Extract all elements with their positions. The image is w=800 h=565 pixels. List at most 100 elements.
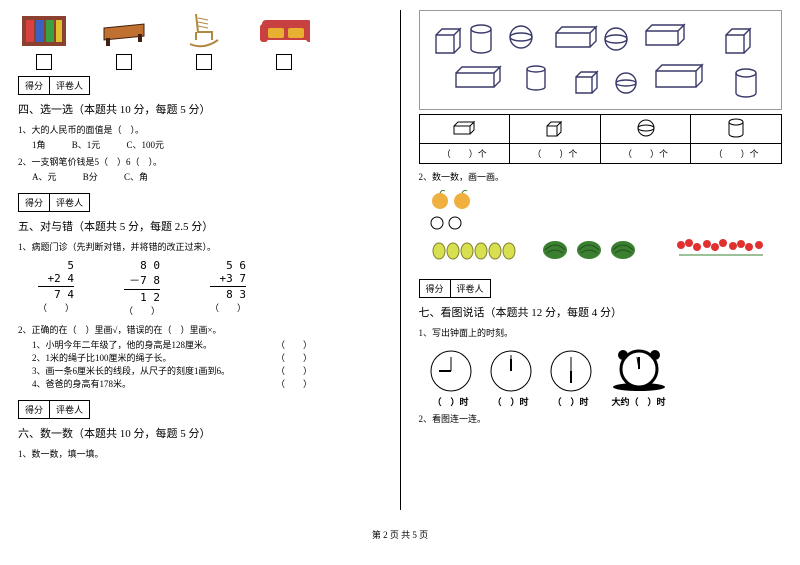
circle-row — [429, 215, 783, 231]
grader-label: 评卷人 — [50, 77, 89, 94]
addend: 5 — [38, 259, 74, 272]
melons-icon — [541, 235, 651, 261]
section-5-title: 五、对与错（本题共 5 分，每题 2.5 分） — [18, 218, 382, 234]
score-box: 得分 评卷人 — [18, 76, 90, 95]
apple-row — [429, 187, 783, 211]
clock-blank[interactable]: （ ）时 — [492, 397, 528, 407]
q4-2-opts: A、元 B分 C、角 — [32, 170, 382, 183]
clock-blank[interactable]: （ ）时 — [552, 397, 588, 407]
clock-1: （ ）时 — [429, 349, 473, 408]
q4-1-opts: 1角 B、1元 C、100元 — [32, 138, 382, 151]
checkbox[interactable] — [116, 54, 132, 70]
bench-icon — [98, 10, 150, 50]
grader-label: 评卷人 — [451, 280, 490, 297]
result: 7 4 — [38, 288, 74, 301]
score-box: 得分 评卷人 — [419, 279, 491, 298]
section-4-title: 四、选一选（本题共 10 分，每题 5 分） — [18, 101, 382, 117]
score-label: 得分 — [420, 280, 451, 297]
q7-2: 2、看图连一连。 — [419, 412, 783, 425]
opt: B、1元 — [72, 140, 101, 150]
vertical-problems: 5 +2 4 7 4 （ ） 8 0 －7 8 1 2 （ ） 5 6 +3 7… — [38, 259, 382, 317]
grader-label: 评卷人 — [50, 401, 89, 418]
clock-icon — [549, 349, 593, 393]
circle-icon — [429, 215, 469, 231]
paren-blank[interactable]: （ ） — [38, 301, 74, 314]
checkbox[interactable] — [36, 54, 52, 70]
opt: C、100元 — [127, 140, 165, 150]
q4-1: 1、大的人民币的面值是（ ）。 — [18, 123, 382, 136]
q5-2: 2、正确的在（ ）里画√，错误的在（ ）里画×。 — [18, 323, 382, 336]
flowers-icon — [673, 235, 773, 261]
checkbox[interactable] — [196, 54, 212, 70]
score-label: 得分 — [19, 194, 50, 211]
score-box: 得分 评卷人 — [18, 400, 90, 419]
blank[interactable]: （ ） — [276, 377, 312, 390]
result: 1 2 — [124, 291, 160, 304]
bookshelf-icon — [18, 10, 70, 50]
score-box: 得分 评卷人 — [18, 193, 90, 212]
blank[interactable]: （ ） — [276, 351, 312, 364]
cylinder-icon — [727, 118, 745, 138]
shapes-area — [419, 10, 783, 110]
clock-blank[interactable]: 大约（ ）时 — [611, 397, 665, 407]
vert-col-3: 5 6 +3 7 8 3 （ ） — [210, 259, 246, 317]
furniture-bookshelf — [18, 10, 70, 70]
sofa-icon — [258, 10, 310, 50]
opt: B分 — [83, 172, 98, 182]
stmt-2: 2、1米的绳子比100厘米的绳子长。（ ） — [32, 351, 312, 364]
rocking-chair-icon — [178, 10, 230, 50]
pears-icon — [429, 235, 519, 261]
section-6-title: 六、数一数（本题共 10 分，每题 5 分） — [18, 425, 382, 441]
paren-blank[interactable]: （ ） — [124, 304, 160, 317]
clock-2: （ ）时 — [489, 349, 533, 408]
shapes-diagram-icon — [426, 17, 766, 107]
score-label: 得分 — [19, 77, 50, 94]
checkbox[interactable] — [276, 54, 292, 70]
apple-icon — [429, 187, 475, 211]
stmt-1: 1、小明今年二年级了，他的身高是128厘米。（ ） — [32, 338, 312, 351]
blank[interactable]: （ ） — [276, 364, 312, 377]
left-column: 得分 评卷人 四、选一选（本题共 10 分，每题 5 分） 1、大的人民币的面值… — [0, 0, 400, 520]
vert-col-2: 8 0 －7 8 1 2 （ ） — [124, 259, 160, 317]
alarm-clock-icon — [609, 347, 669, 393]
count-blank[interactable]: （ ）个 — [691, 144, 782, 164]
q4-2: 2、一支钢笔价钱是5（ ）6（ ）。 — [18, 155, 382, 168]
furniture-sofa — [258, 10, 310, 70]
score-label: 得分 — [19, 401, 50, 418]
q7-1: 1、写出钟面上的时刻。 — [419, 326, 783, 339]
clock-blank[interactable]: （ ）时 — [432, 397, 468, 407]
page-footer: 第 2 页 共 5 页 — [0, 520, 800, 541]
mixed-fruit-row — [429, 235, 783, 261]
count-blank[interactable]: （ ）个 — [600, 144, 691, 164]
clock-4-alarm: 大约（ ）时 — [609, 347, 669, 408]
right-column: （ ）个 （ ）个 （ ）个 （ ）个 2、数一数，画一画。 — [401, 0, 800, 520]
sphere-icon — [636, 118, 656, 138]
opt: 1角 — [32, 140, 46, 150]
furniture-bench — [98, 10, 150, 70]
count-blank[interactable]: （ ）个 — [510, 144, 601, 164]
paren-blank[interactable]: （ ） — [210, 301, 246, 314]
cuboid-icon — [451, 118, 477, 138]
cube-icon — [544, 118, 566, 138]
q6-2: 2、数一数，画一画。 — [419, 170, 783, 183]
clock-icon — [489, 349, 533, 393]
q5-1: 1、病题门诊（先判断对错，并将错的改正过来）。 — [18, 240, 382, 253]
section-7-title: 七、看图说话（本题共 12 分，每题 4 分） — [419, 304, 783, 320]
stmt-4: 4、爸爸的身高有178米。（ ） — [32, 377, 312, 390]
furniture-row — [18, 10, 382, 70]
addend: +2 4 — [38, 272, 74, 285]
q6-1: 1、数一数，填一填。 — [18, 447, 382, 460]
furniture-chair — [178, 10, 230, 70]
addend: 5 6 — [210, 259, 246, 272]
clock-3: （ ）时 — [549, 349, 593, 408]
page-columns: 得分 评卷人 四、选一选（本题共 10 分，每题 5 分） 1、大的人民币的面值… — [0, 0, 800, 520]
clock-icon — [429, 349, 473, 393]
shape-count-table: （ ）个 （ ）个 （ ）个 （ ）个 — [419, 114, 783, 164]
blank[interactable]: （ ） — [276, 338, 312, 351]
vert-col-1: 5 +2 4 7 4 （ ） — [38, 259, 74, 317]
addend: 8 0 — [124, 259, 160, 272]
opt: C、角 — [124, 172, 148, 182]
addend: +3 7 — [210, 272, 246, 285]
clocks-row: （ ）时 （ ）时 （ ）时 大约（ ）时 — [429, 347, 783, 408]
count-blank[interactable]: （ ）个 — [419, 144, 510, 164]
